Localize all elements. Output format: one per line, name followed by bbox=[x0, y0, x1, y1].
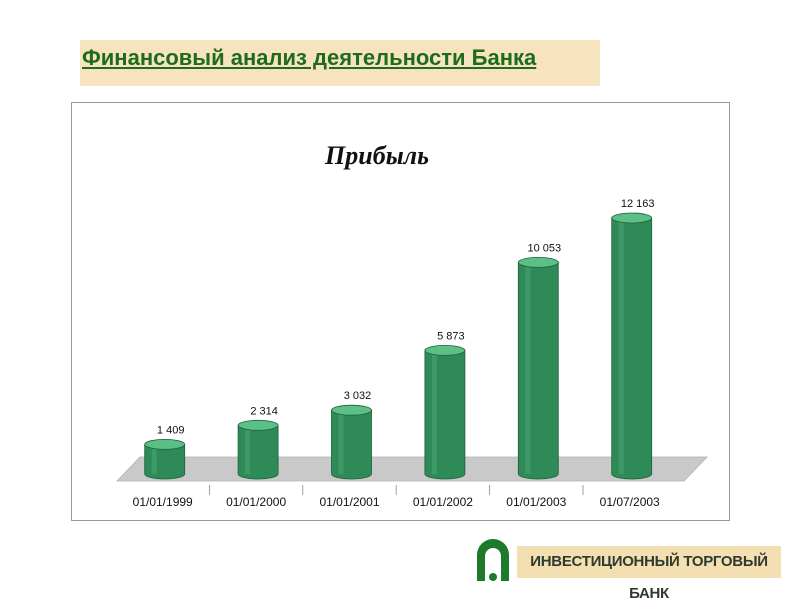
bar-2 bbox=[331, 404, 372, 480]
bank-emblem-icon bbox=[477, 539, 509, 581]
category-label-5: 01/07/2003 bbox=[600, 495, 660, 509]
value-label-3: 5 873 bbox=[437, 330, 465, 342]
value-label-1: 2 314 bbox=[250, 405, 278, 417]
logo-text: ИНВЕСТИЦИОННЫЙ ТОРГОВЫЙ БАНК bbox=[530, 553, 768, 602]
logo-band: ИНВЕСТИЦИОННЫЙ ТОРГОВЫЙ БАНК bbox=[517, 546, 781, 602]
value-label-0: 1 409 bbox=[157, 424, 185, 436]
profit-bar-chart: Прибыль 1 409 2 314 3 032 5 873 10 053 12 163… bbox=[116, 141, 708, 509]
category-label-3: 01/01/2002 bbox=[413, 495, 473, 509]
value-label-2: 3 032 bbox=[344, 390, 372, 402]
bar-3 bbox=[424, 344, 466, 480]
bank-logo: ИНВЕСТИЦИОННЫЙ ТОРГОВЫЙ БАНК bbox=[473, 537, 781, 602]
category-label-2: 01/01/2001 bbox=[319, 495, 379, 509]
chart-frame: Прибыль 1 409 2 314 3 032 5 873 10 053 12 163… bbox=[71, 102, 730, 521]
value-label-4: 10 053 bbox=[527, 242, 561, 254]
heading-banner bbox=[80, 40, 600, 86]
bar-4 bbox=[517, 257, 559, 480]
bar-0 bbox=[144, 438, 186, 480]
category-label-0: 01/01/1999 bbox=[133, 495, 193, 509]
value-label-5: 12 163 bbox=[621, 198, 655, 210]
chart-title: Прибыль bbox=[324, 141, 429, 170]
page-title: Финансовый анализ деятельности Банка bbox=[82, 45, 537, 70]
category-label-4: 01/01/2003 bbox=[506, 495, 566, 509]
bar-1 bbox=[237, 419, 279, 480]
category-label-1: 01/01/2000 bbox=[226, 495, 286, 509]
bar-5 bbox=[611, 212, 653, 480]
